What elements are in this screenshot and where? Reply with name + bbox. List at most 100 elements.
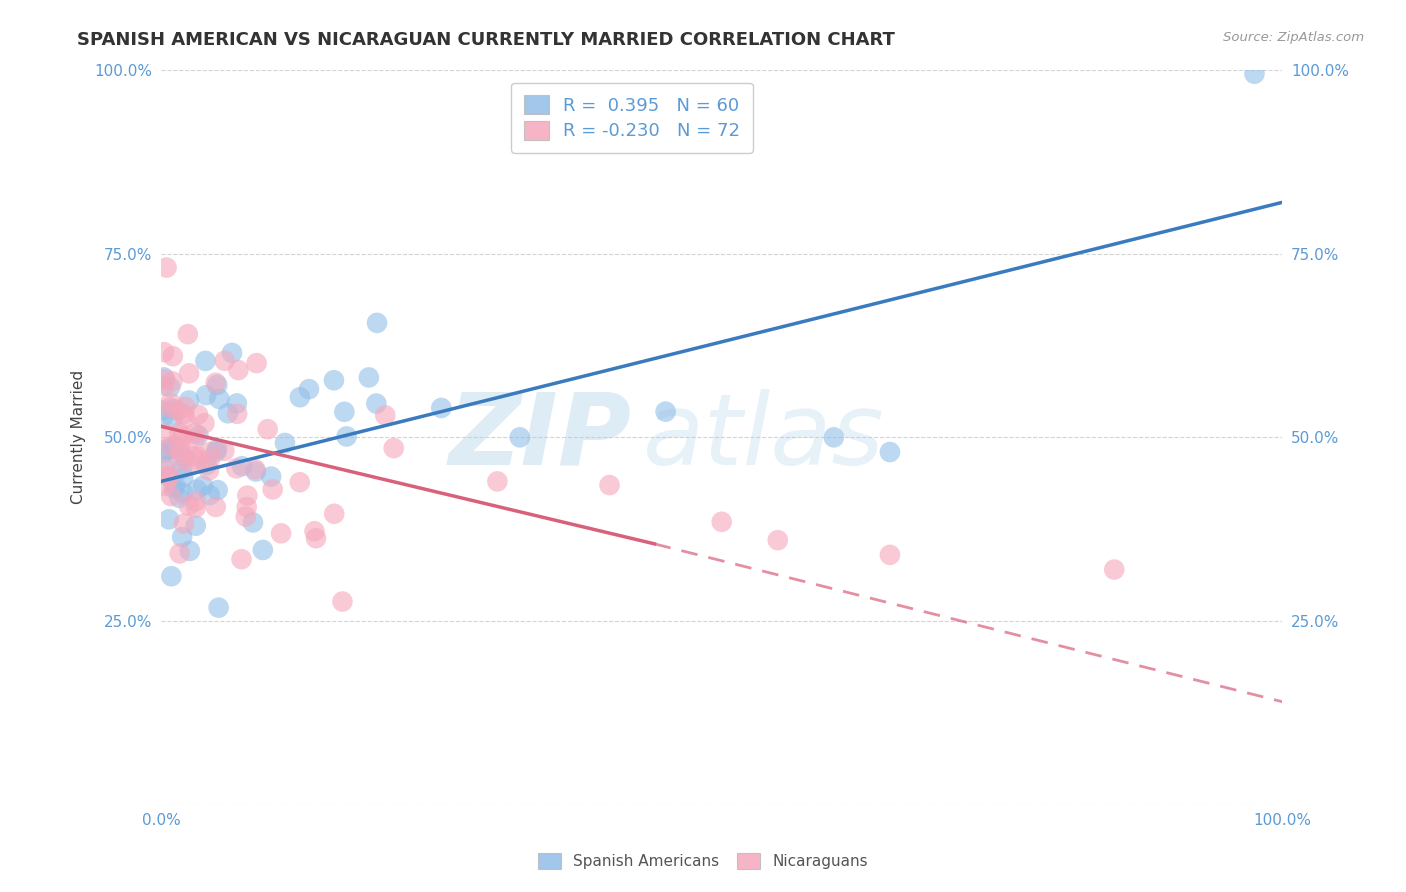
Point [323,507,346,521]
Point [1102,563,1125,577]
Point [170,446,193,460]
Point [169,425,191,440]
Point [186,452,208,467]
Point [172,530,194,544]
Point [179,544,201,558]
Point [179,367,201,381]
Point [204,376,226,390]
Point [766,533,789,548]
Point [174,400,197,414]
Point [160,442,183,456]
Point [169,546,191,560]
Point [160,569,183,583]
Point [205,442,228,456]
Point [172,429,194,443]
Point [366,316,388,330]
Point [236,489,259,503]
Point [156,442,179,457]
Point [173,407,195,421]
Point [184,494,207,508]
Point [172,470,194,484]
Point [159,380,181,394]
Point [654,404,676,418]
Point [172,432,194,446]
Point [187,428,209,442]
Point [288,390,311,404]
Point [226,407,249,421]
Point [172,462,194,476]
Y-axis label: Currently Married: Currently Married [72,370,86,504]
Point [208,392,231,406]
Point [184,426,207,441]
Point [169,491,191,505]
Point [430,401,453,415]
Point [382,441,405,455]
Point [184,518,207,533]
Point [169,453,191,467]
Point [204,500,226,514]
Point [167,441,190,455]
Point [173,516,195,531]
Point [153,479,176,493]
Legend: R =  0.395   N = 60, R = -0.230   N = 72: R = 0.395 N = 60, R = -0.230 N = 72 [510,83,754,153]
Text: atlas: atlas [643,389,884,486]
Point [207,600,229,615]
Point [160,489,183,503]
Point [205,444,228,458]
Point [153,372,176,386]
Point [155,260,177,275]
Point [191,479,214,493]
Point [162,402,184,417]
Point [323,373,346,387]
Point [153,459,176,474]
Point [162,481,184,495]
Point [256,422,278,436]
Point [217,406,239,420]
Point [357,370,380,384]
Point [336,429,359,443]
Point [260,469,283,483]
Point [162,441,184,455]
Point [153,426,176,441]
Point [288,475,311,490]
Point [177,499,200,513]
Point [231,459,253,474]
Point [153,378,176,392]
Point [156,469,179,483]
Point [214,443,236,458]
Point [823,430,845,444]
Legend: Spanish Americans, Nicaraguans: Spanish Americans, Nicaraguans [531,847,875,875]
Point [305,531,328,545]
Point [274,436,297,450]
Point [245,356,267,370]
Point [172,486,194,500]
Point [152,461,174,475]
Point [162,411,184,425]
Point [366,396,388,410]
Point [153,445,176,459]
Text: ZIP: ZIP [449,389,631,486]
Point [198,453,221,467]
Point [162,375,184,389]
Point [245,465,267,479]
Point [228,363,250,377]
Text: SPANISH AMERICAN VS NICARAGUAN CURRENTLY MARRIED CORRELATION CHART: SPANISH AMERICAN VS NICARAGUAN CURRENTLY… [77,31,896,49]
Point [235,509,257,524]
Point [486,475,509,489]
Point [159,401,181,415]
Point [163,439,186,453]
Point [205,378,228,392]
Point [187,408,209,422]
Point [231,552,253,566]
Point [153,345,176,359]
Point [1243,67,1265,81]
Point [186,483,208,497]
Point [159,395,181,409]
Point [710,515,733,529]
Point [599,478,621,492]
Point [242,516,264,530]
Point [195,388,218,402]
Point [181,449,204,463]
Point [333,405,356,419]
Point [194,354,217,368]
